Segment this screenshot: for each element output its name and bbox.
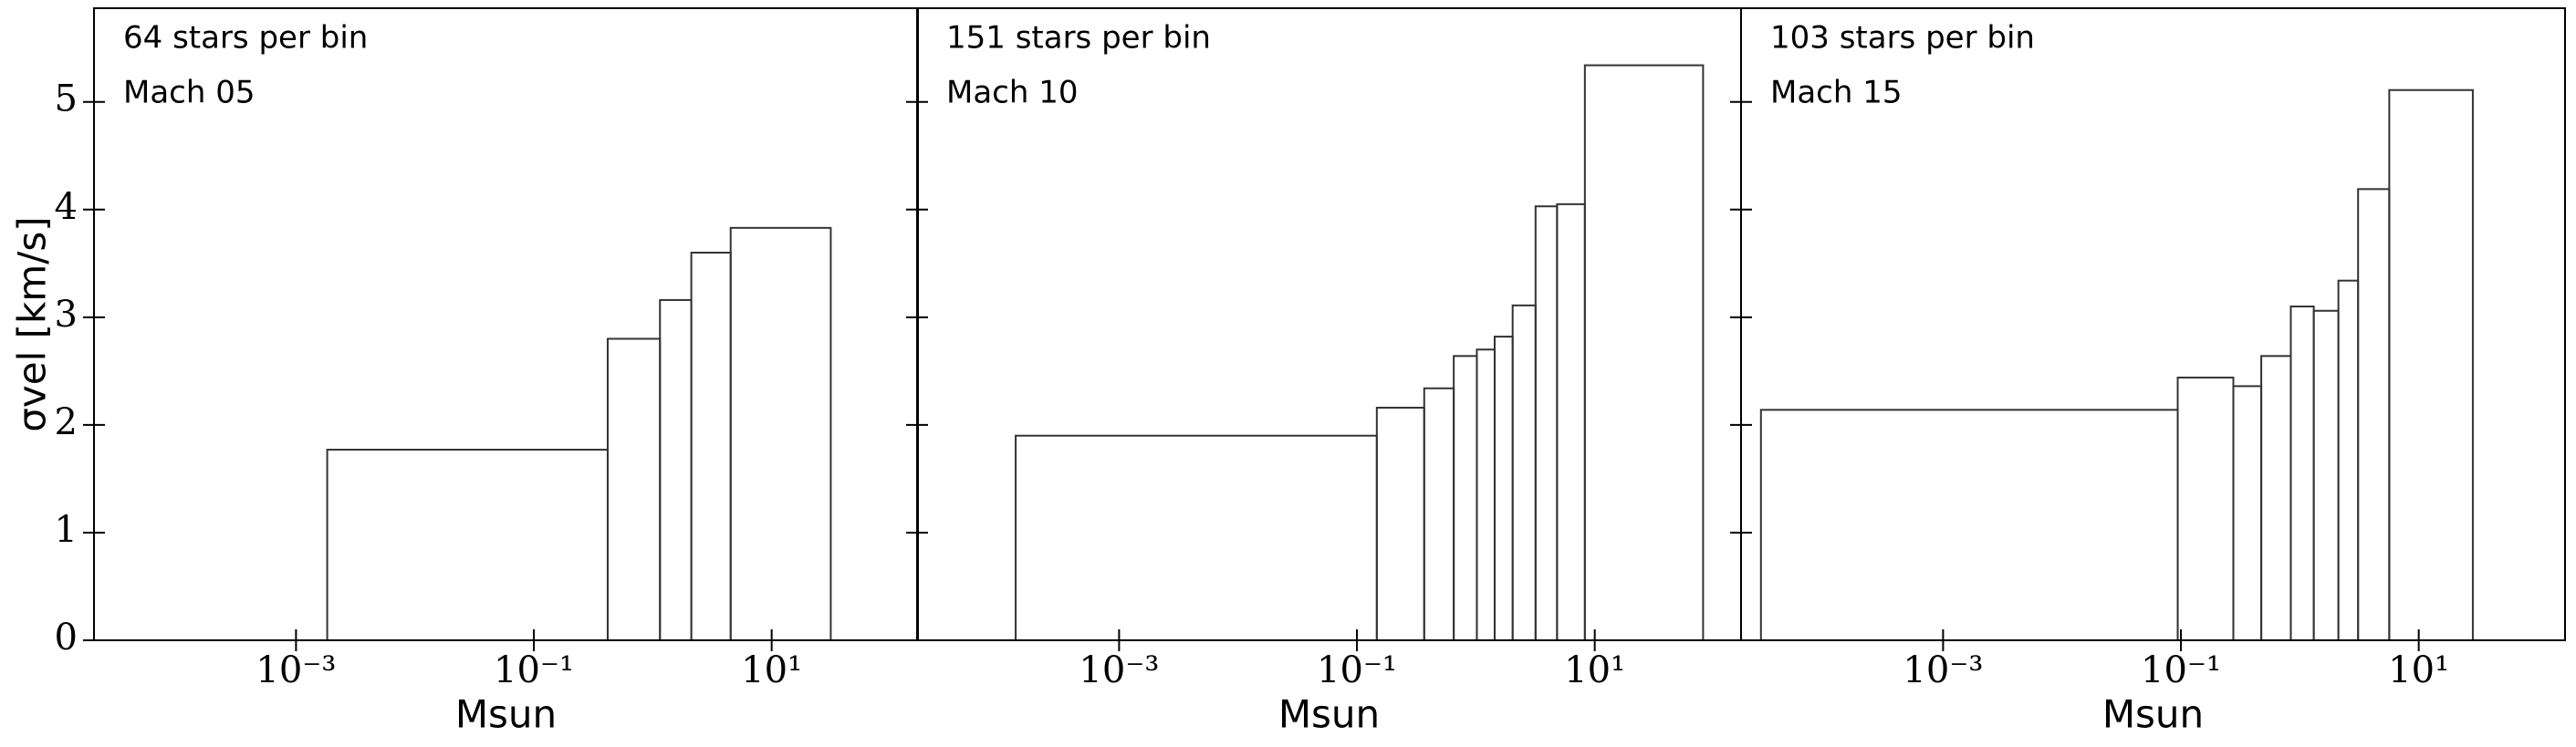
y-tick-label: 2: [55, 401, 78, 443]
bar: [1493, 336, 1514, 641]
x-tick-label: 10⁻¹: [494, 649, 574, 691]
bar: [1453, 355, 1478, 641]
bar: [326, 449, 609, 641]
annotation: Mach 05: [123, 75, 255, 111]
x-axis-label: Msun: [1278, 692, 1380, 737]
x-tick-label: 10⁻³: [1079, 649, 1159, 691]
x-tick-label: 10¹: [2388, 649, 2449, 691]
bar: [1759, 409, 2179, 641]
annotation: Mach 15: [1770, 75, 1902, 111]
x-tick-label: 10⁻³: [1903, 649, 1983, 691]
bar: [606, 337, 662, 641]
annotation: 64 stars per bin: [123, 20, 368, 57]
bar: [1423, 387, 1455, 641]
y-tick-label: 5: [55, 78, 78, 120]
bar: [1583, 64, 1705, 642]
x-axis-label: Msun: [2102, 692, 2204, 737]
bar: [2388, 88, 2474, 642]
bar: [1511, 304, 1537, 641]
bar: [1375, 406, 1425, 642]
annotation: 103 stars per bin: [1770, 20, 2035, 57]
bar: [1476, 348, 1496, 641]
bar: [1556, 202, 1586, 641]
x-tick-label: 10⁻¹: [1317, 649, 1397, 691]
bar: [729, 226, 832, 641]
plot-frame: [1740, 7, 2566, 641]
bar: [2337, 279, 2360, 641]
y-tick-label: 4: [55, 186, 78, 228]
x-axis-label: Msun: [455, 692, 557, 737]
bar: [2260, 355, 2292, 641]
y-axis-label: σvel [km/s]: [10, 216, 55, 431]
x-tick-label: 10⁻³: [256, 649, 336, 691]
bar: [1015, 434, 1378, 641]
bar: [659, 298, 693, 641]
y-tick-label: 1: [55, 509, 78, 551]
bar: [2312, 309, 2340, 641]
x-tick-label: 10¹: [741, 649, 802, 691]
bar: [2289, 306, 2315, 641]
bar: [2176, 376, 2235, 641]
bar: [690, 251, 732, 641]
y-tick-label: 0: [55, 617, 78, 659]
y-tick-label: 3: [55, 294, 78, 336]
annotation: 151 stars per bin: [946, 20, 1211, 57]
bar: [1534, 205, 1559, 642]
x-tick-label: 10¹: [1564, 649, 1625, 691]
annotation: Mach 10: [946, 75, 1078, 111]
bar: [2232, 385, 2263, 641]
bar: [2357, 188, 2391, 641]
x-tick-label: 10⁻¹: [2141, 649, 2221, 691]
